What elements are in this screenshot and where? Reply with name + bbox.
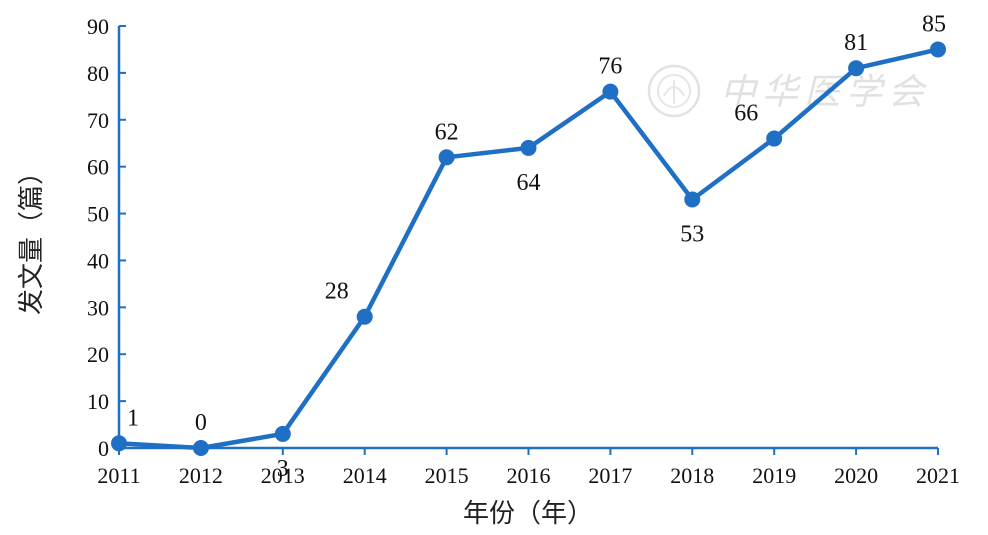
y-axis-title: 发文量（篇） [17, 159, 47, 315]
y-tick-label: 70 [87, 108, 109, 133]
x-tick-label: 2011 [97, 463, 140, 488]
data-label: 53 [680, 221, 704, 247]
data-point [684, 191, 701, 208]
watermark-seal-icon [647, 64, 701, 118]
data-label: 28 [325, 279, 349, 305]
x-tick-label: 2021 [916, 463, 960, 488]
data-label: 62 [435, 119, 459, 145]
data-point [930, 41, 946, 58]
data-point [602, 83, 619, 100]
data-point [848, 60, 865, 77]
data-labels: 1 0 3 28 62 64 76 53 66 81 85 [127, 11, 946, 481]
data-label: 85 [922, 11, 946, 37]
y-tick-label: 50 [87, 202, 109, 227]
y-tick-label: 60 [87, 155, 109, 180]
x-ticks: 2011 2012 2013 2014 2015 2016 2017 2018 2019 2020… [97, 448, 960, 488]
watermark-text: 中华医学会 [720, 72, 930, 113]
x-tick-label: 2017 [588, 463, 632, 488]
x-tick-label: 2020 [834, 463, 878, 488]
data-point [192, 440, 209, 456]
data-points [111, 41, 946, 456]
data-label: 1 [127, 405, 139, 431]
x-tick-label: 2012 [179, 463, 223, 488]
x-tick-label: 2016 [507, 463, 551, 488]
y-tick-label: 10 [87, 389, 109, 414]
data-label: 3 [277, 456, 289, 482]
y-tick-label: 40 [87, 248, 109, 273]
y-tick-label: 80 [87, 61, 109, 86]
data-point [111, 435, 127, 452]
data-point [520, 139, 537, 156]
watermark: 中华医学会 [647, 64, 930, 118]
x-tick-label: 2015 [425, 463, 469, 488]
data-label: 66 [734, 101, 758, 127]
data-label: 76 [598, 54, 622, 80]
y-tick-label: 20 [87, 342, 109, 367]
x-axis-title: 年份（年） [463, 499, 593, 529]
x-tick-label: 2019 [752, 463, 796, 488]
data-label: 81 [844, 30, 868, 56]
y-tick-label: 90 [87, 14, 109, 39]
data-point [356, 308, 373, 325]
y-tick-label: 30 [87, 295, 109, 320]
data-point [438, 149, 455, 166]
x-tick-label: 2018 [670, 463, 714, 488]
y-tick-label: 0 [98, 436, 109, 461]
x-tick-label: 2014 [343, 463, 387, 488]
data-label: 0 [195, 410, 207, 436]
y-ticks: 0 10 20 30 40 50 60 70 80 90 [87, 14, 126, 461]
data-label: 64 [517, 170, 541, 196]
data-point [766, 130, 783, 147]
x-tick-label: 2013 [261, 463, 305, 488]
data-point [274, 425, 291, 442]
